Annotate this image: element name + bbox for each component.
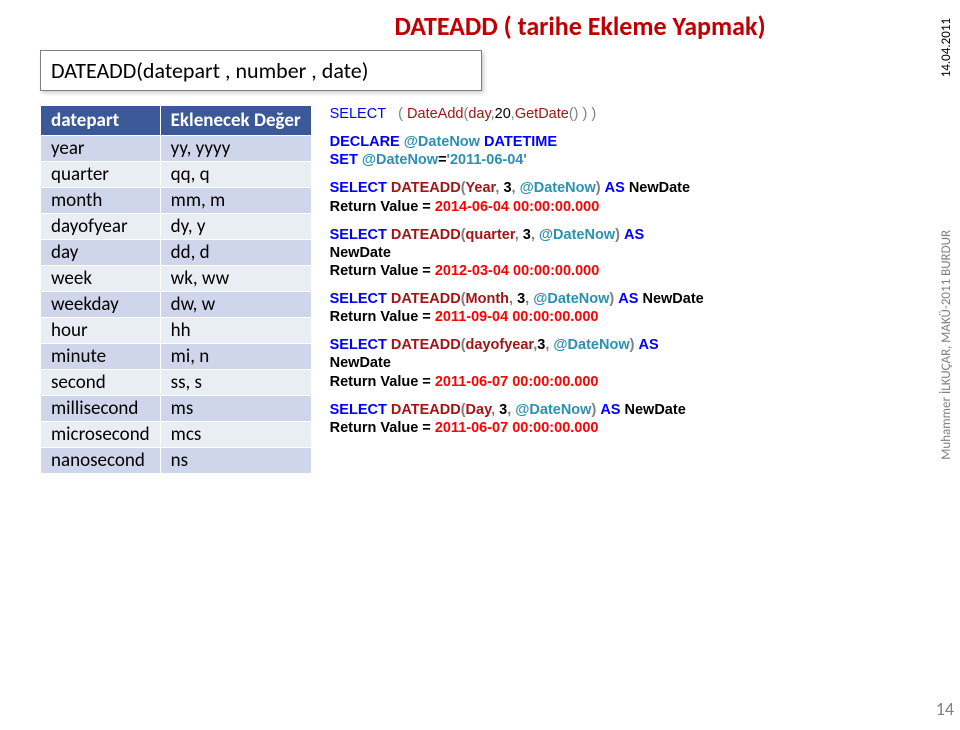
table-row: minutemi, n: [41, 344, 312, 370]
table-row: quarterqq, q: [41, 162, 312, 188]
code-block: SELECT ( DateAdd(day,20,GetDate() ) ) DE…: [330, 105, 704, 474]
main-content: datepart Eklenecek Değer yearyy, yyyy qu…: [0, 105, 960, 474]
table-header-row: datepart Eklenecek Değer: [41, 106, 312, 136]
code-line: SELECT DATEADD(Year, 3, @DateNow) AS New…: [330, 179, 704, 215]
code-line: DECLARE @DateNow DATETIME SET @DateNow='…: [330, 133, 704, 169]
table-row: weekwk, ww: [41, 266, 312, 292]
table-row: dayofyeardy, y: [41, 214, 312, 240]
table-row: yearyy, yyyy: [41, 136, 312, 162]
table-row: weekdaydw, w: [41, 292, 312, 318]
th-value: Eklenecek Değer: [160, 106, 311, 136]
code-line: SELECT ( DateAdd(day,20,GetDate() ) ): [330, 105, 704, 123]
table-row: millisecondms: [41, 396, 312, 422]
code-line: SELECT DATEADD(Day, 3, @DateNow) AS NewD…: [330, 401, 704, 437]
code-line: SELECT DATEADD(dayofyear,3, @DateNow) AS…: [330, 336, 704, 390]
table-row: secondss, s: [41, 370, 312, 396]
table-row: microsecondmcs: [41, 422, 312, 448]
syntax-box: DATEADD(datepart , number , date): [40, 50, 482, 91]
code-line: SELECT DATEADD(Month, 3, @DateNow) AS Ne…: [330, 290, 704, 326]
page-title: DATEADD ( tarihe Ekleme Yapmak): [200, 10, 960, 42]
side-date: 14.04.2011: [939, 18, 954, 77]
datepart-table: datepart Eklenecek Değer yearyy, yyyy qu…: [40, 105, 312, 474]
th-datepart: datepart: [41, 106, 161, 136]
side-author: Muhammer İLKUÇAR, MAKÜ-2011 BURDUR: [939, 230, 954, 460]
table-row: monthmm, m: [41, 188, 312, 214]
datepart-table-wrap: datepart Eklenecek Değer yearyy, yyyy qu…: [40, 105, 312, 474]
code-line: SELECT DATEADD(quarter, 3, @DateNow) AS …: [330, 226, 704, 280]
table-row: hourhh: [41, 318, 312, 344]
table-row: nanosecondns: [41, 448, 312, 474]
table-row: daydd, d: [41, 240, 312, 266]
page-number: 14: [936, 698, 954, 720]
